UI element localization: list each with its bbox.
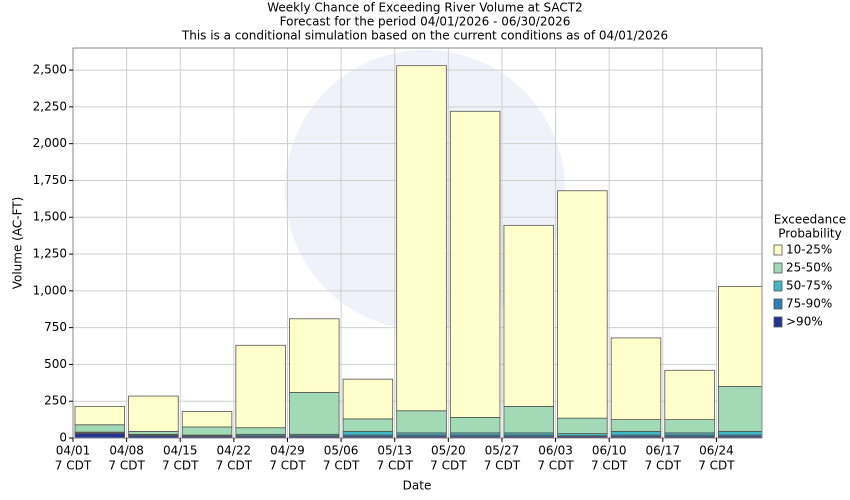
y-tick-label: 2,250: [33, 99, 67, 113]
x-tick-label: 7 CDT: [537, 459, 574, 473]
legend-label: 75-90%: [786, 297, 832, 311]
y-tick-label: 1,500: [33, 210, 67, 224]
bar-segment: [74, 433, 126, 438]
x-tick-label: 05/27: [485, 444, 520, 458]
bar-segment: [342, 378, 394, 420]
bar-segment: [342, 430, 394, 436]
bar-segment: [342, 418, 394, 432]
chart-subtitle: Forecast for the period 04/01/2026 - 06/…: [280, 15, 571, 29]
y-tick-label: 2,500: [33, 63, 67, 77]
legend-label: >90%: [786, 315, 823, 329]
bar-segment: [128, 430, 179, 435]
x-tick-label: 7 CDT: [484, 459, 521, 473]
bar-segment: [610, 419, 662, 432]
bar-segment: [610, 337, 662, 421]
x-tick-label: 04/22: [217, 444, 252, 458]
bar-segment: [664, 419, 715, 434]
bar-segment: [74, 424, 126, 433]
bar-segment: [181, 426, 233, 436]
x-tick-label: 7 CDT: [269, 459, 306, 473]
x-tick-label: 7 CDT: [645, 459, 682, 473]
x-tick-label: 05/06: [324, 444, 359, 458]
bar-segment: [503, 405, 554, 434]
x-tick-label: 04/08: [109, 444, 144, 458]
legend-title: Probability: [778, 227, 841, 241]
x-axis-label: Date: [403, 479, 432, 493]
x-tick-label: 06/17: [646, 444, 681, 458]
x-tick-label: 7 CDT: [591, 459, 628, 473]
y-tick-label: 1,000: [33, 283, 67, 297]
x-tick-label: 04/15: [163, 444, 198, 458]
legend-swatch: [773, 280, 783, 292]
legend-label: 10-25%: [786, 243, 832, 257]
bar-segment: [128, 395, 179, 432]
bar-segment: [449, 110, 501, 418]
x-tick-label: 04/29: [270, 444, 305, 458]
bar-segment: [664, 369, 715, 421]
bar-segment: [557, 190, 608, 419]
bar-segment: [235, 344, 286, 429]
bar-segment: [235, 427, 286, 435]
bar-segment: [718, 430, 762, 436]
bar-segment: [557, 417, 608, 434]
y-tick-label: 250: [44, 394, 67, 408]
x-tick-label: 05/20: [431, 444, 466, 458]
y-tick-label: 1,750: [33, 173, 67, 187]
x-tick-label: 7 CDT: [55, 459, 92, 473]
bars: [74, 65, 762, 438]
legend-title: Exceedance: [774, 213, 846, 227]
x-tick-label: 7 CDT: [323, 459, 360, 473]
legend-swatch: [773, 244, 783, 256]
legend-label: 50-75%: [786, 279, 832, 293]
bar-segment: [718, 286, 762, 387]
y-tick-label: 750: [44, 320, 67, 334]
bar-segment: [289, 391, 340, 435]
bar-segment: [181, 411, 233, 428]
bar-segment: [396, 65, 447, 412]
y-tick-label: 0: [59, 431, 67, 445]
y-tick-label: 500: [44, 357, 67, 371]
legend-swatch: [773, 298, 783, 310]
legend-swatch: [773, 316, 783, 328]
plot-border: [72, 47, 763, 439]
bar-segment: [503, 224, 554, 407]
x-tick-label: 06/24: [699, 444, 734, 458]
x-tick-label: 7 CDT: [430, 459, 467, 473]
bar-segment: [289, 318, 340, 393]
x-tick-label: 7 CDT: [108, 459, 145, 473]
bar-segment: [610, 430, 662, 436]
bar-segment: [396, 410, 447, 434]
x-tick-label: 06/10: [592, 444, 627, 458]
y-tick-label: 2,000: [33, 136, 67, 150]
x-tick-label: 05/13: [377, 444, 412, 458]
y-axis-label: Volume (AC-FT): [11, 197, 25, 290]
chart-note: This is a conditional simulation based o…: [181, 29, 668, 43]
x-tick-label: 06/03: [538, 444, 573, 458]
legend-label: 25-50%: [786, 261, 832, 275]
bar-segment: [718, 386, 762, 432]
x-tick-label: 7 CDT: [698, 459, 735, 473]
bar-segment: [74, 405, 126, 426]
x-tick-label: 04/01: [56, 444, 91, 458]
x-tick-label: 7 CDT: [216, 459, 253, 473]
chart-title: Weekly Chance of Exceeding River Volume …: [267, 1, 582, 15]
x-tick-label: 7 CDT: [162, 459, 199, 473]
y-tick-label: 1,250: [33, 247, 67, 261]
legend-swatch: [773, 262, 783, 274]
bar-segment: [449, 416, 501, 434]
x-tick-label: 7 CDT: [377, 459, 414, 473]
